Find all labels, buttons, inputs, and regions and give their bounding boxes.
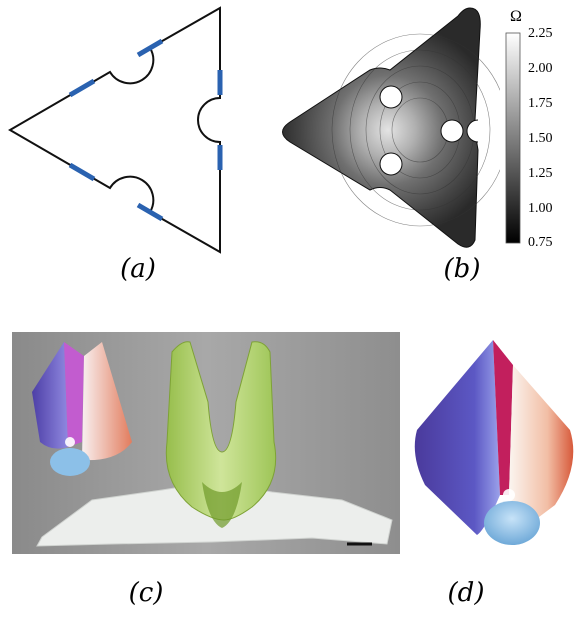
panel-c-figure [12,332,400,554]
edge-notch [466,119,479,143]
panel-b-figure [282,7,500,248]
panel-d-label: (d) [447,578,485,608]
green-shell [165,341,277,521]
panel-a-figure [8,6,223,254]
colorbar [505,32,521,244]
colorbar-symbol: Ω [510,8,522,25]
colorbar-tick: 1.50 [528,131,553,146]
triangle-outline [8,6,221,254]
hole-right [440,119,464,143]
colorbar-tick: 1.75 [528,96,553,111]
panel-b-label: (b) [443,254,481,284]
hole-top [379,85,403,109]
panel-d-figure [414,340,574,545]
green-shell-inner [202,482,242,528]
hole-bottom [379,152,403,176]
render-middle-face [493,340,513,495]
render-left-face [414,340,500,535]
render-bottom-cap [484,501,540,545]
blue-strips [68,38,223,222]
colorbar-tick: 2.00 [528,61,553,76]
colorbar-tick: 2.25 [528,26,553,41]
panel-a-label: (a) [120,254,156,284]
colorbar-tick: 1.25 [528,166,553,181]
colorbar-tick: 0.75 [528,235,553,250]
inset-render [32,342,132,476]
render-right-face [509,365,574,535]
render-highlight [503,489,515,501]
panel-c-label: (c) [128,578,164,608]
colorbar-tick: 1.00 [528,201,553,216]
